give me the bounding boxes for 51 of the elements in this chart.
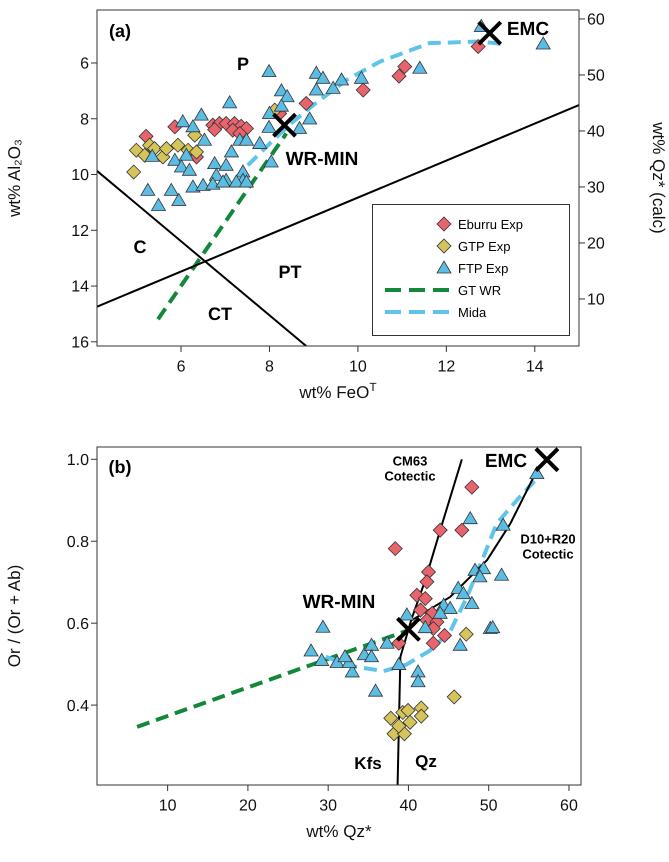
x-tick-label: 40 bbox=[400, 797, 418, 814]
legend-label: GTP Exp bbox=[458, 238, 511, 254]
annotation: P bbox=[236, 54, 250, 74]
y-tick-label: 14 bbox=[71, 278, 90, 296]
x-tick-label: 20 bbox=[239, 797, 257, 814]
y2-tick-label: 10 bbox=[587, 292, 605, 309]
annotation: Kfs bbox=[354, 754, 382, 774]
y-axis-title: Or / (Or + Ab) bbox=[5, 564, 24, 668]
x-tick-label: 10 bbox=[158, 797, 177, 814]
y-tick-label: 12 bbox=[71, 222, 90, 240]
annotation: C bbox=[134, 236, 146, 257]
annotation: EMC bbox=[484, 451, 528, 472]
y2-tick-label: 40 bbox=[587, 124, 605, 141]
y-tick-label: 0.6 bbox=[66, 616, 90, 633]
x-tick-label: 12 bbox=[437, 358, 456, 376]
y2-tick-label: 30 bbox=[587, 180, 605, 197]
y2-tick-label: 60 bbox=[587, 12, 605, 29]
annotation: WR-MIN bbox=[286, 149, 358, 170]
x-tick-label: 60 bbox=[560, 797, 578, 814]
annotation: CT bbox=[208, 304, 232, 324]
x-tick-label: 50 bbox=[480, 797, 498, 814]
annotation: WR-MIN bbox=[302, 592, 376, 614]
x-tick-label: 10 bbox=[349, 358, 367, 376]
annotation: Qz bbox=[415, 752, 437, 772]
legend-label: GT WR bbox=[458, 282, 502, 298]
annotation: (b) bbox=[108, 456, 132, 477]
y-tick-label: 16 bbox=[71, 334, 90, 352]
annotation: PT bbox=[278, 262, 302, 282]
annotation: CM63 Cotectic bbox=[384, 454, 436, 484]
annotation: (a) bbox=[109, 20, 132, 41]
y2-tick-label: 50 bbox=[587, 68, 605, 85]
y2-tick-label: 20 bbox=[587, 236, 605, 253]
x-tick-label: 8 bbox=[265, 358, 274, 376]
y-tick-label: 8 bbox=[80, 111, 90, 128]
y-tick-label: 10 bbox=[71, 167, 90, 184]
legend-label: Mida bbox=[458, 304, 486, 320]
x-tick-label: 14 bbox=[526, 358, 544, 376]
y-axis-title: wt% Al₂O₃ bbox=[5, 139, 24, 218]
y-tick-label: 0.8 bbox=[66, 534, 90, 551]
x-tick-label: 30 bbox=[319, 797, 338, 814]
legend-label: Eburru Exp bbox=[458, 216, 524, 232]
annotation: D10+R20 Cotectic bbox=[520, 532, 576, 562]
x-tick-label: 6 bbox=[176, 358, 186, 376]
y2-axis-title: wt% Qz* (calc) bbox=[649, 121, 668, 234]
y-tick-label: 0.4 bbox=[66, 698, 90, 715]
x-axis-title: wt% Qz* bbox=[305, 822, 372, 841]
x-axis-title: wt% FeO$^{T}$ bbox=[298, 380, 377, 402]
y-tick-label: 6 bbox=[80, 56, 90, 73]
annotation: EMC bbox=[506, 19, 550, 40]
legend-label: FTP Exp bbox=[458, 260, 508, 276]
y-tick-label: 1.0 bbox=[66, 452, 90, 469]
